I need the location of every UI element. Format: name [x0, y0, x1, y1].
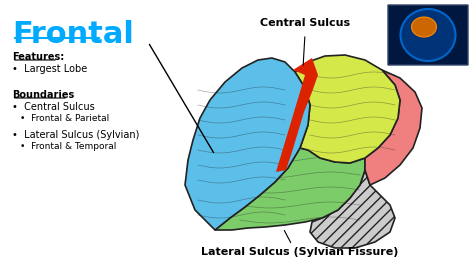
Text: Lateral Sulcus (Sylvian Fissure): Lateral Sulcus (Sylvian Fissure): [201, 247, 399, 257]
Text: Central Sulcus: Central Sulcus: [260, 18, 350, 28]
Text: •  Frontal & Parietal: • Frontal & Parietal: [20, 114, 109, 123]
Polygon shape: [276, 58, 318, 172]
Polygon shape: [365, 70, 422, 185]
Polygon shape: [215, 148, 365, 230]
Text: •  Central Sulcus: • Central Sulcus: [12, 102, 95, 112]
Polygon shape: [185, 58, 310, 230]
Ellipse shape: [411, 17, 437, 37]
Text: Frontal: Frontal: [12, 20, 134, 49]
Polygon shape: [310, 170, 395, 248]
Text: •  Largest Lobe: • Largest Lobe: [12, 64, 87, 74]
Ellipse shape: [401, 9, 456, 61]
Text: •  Frontal & Temporal: • Frontal & Temporal: [20, 142, 117, 151]
Polygon shape: [295, 55, 400, 163]
Text: Boundaries: Boundaries: [12, 90, 74, 100]
FancyBboxPatch shape: [388, 5, 468, 65]
Text: •  Lateral Sulcus (Sylvian): • Lateral Sulcus (Sylvian): [12, 130, 139, 140]
Text: Features:: Features:: [12, 52, 64, 62]
